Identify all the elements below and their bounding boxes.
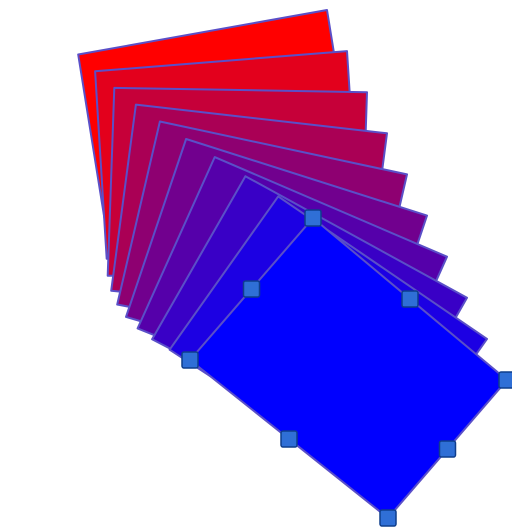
handle-bottom-icon[interactable] (379, 509, 397, 527)
handle-bottom-right-icon[interactable] (438, 440, 457, 458)
handle-top-icon[interactable] (304, 209, 322, 227)
handle-left-icon[interactable] (181, 351, 199, 369)
handle-top-left-icon[interactable] (242, 280, 261, 298)
handle-top-right-icon[interactable] (401, 290, 419, 308)
selection-handles (181, 209, 512, 527)
handle-right-icon[interactable] (498, 371, 512, 389)
rectangle-stack (77, 9, 508, 519)
handle-bottom-left-icon[interactable] (280, 430, 298, 448)
